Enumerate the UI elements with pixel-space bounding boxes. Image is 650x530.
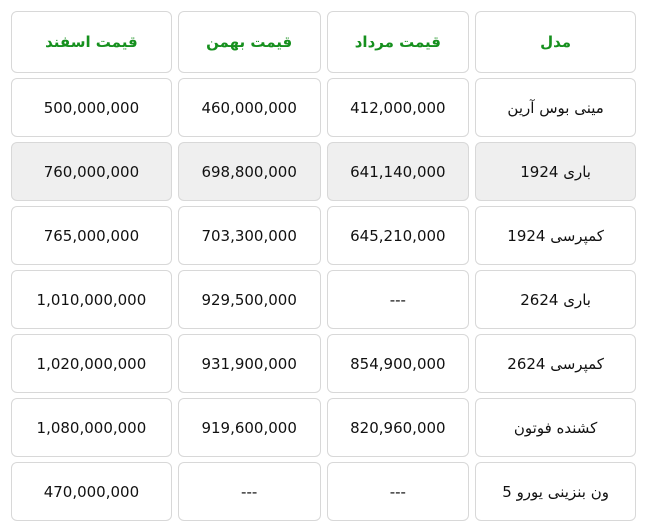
cell-esfand-price: 1,020,000,000 (11, 334, 172, 393)
cell-model: باری 1924 (475, 142, 636, 201)
cell-model: باری 2624 (475, 270, 636, 329)
cell-model: مینی بوس آرین (475, 78, 636, 137)
table-row: ون بنزینی یورو 5 --- --- 470,000,000 (11, 462, 636, 521)
cell-bahman-price: 703,300,000 (177, 206, 321, 265)
price-table-container: مدل قیمت مرداد قیمت بهمن قیمت اسفند مینی… (5, 6, 642, 526)
cell-model: ون بنزینی یورو 5 (475, 462, 636, 521)
table-row: کمپرسی 2624 854,900,000 931,900,000 1,02… (11, 334, 636, 393)
cell-model: کشنده فوتون (475, 398, 636, 457)
table-row: کشنده فوتون 820,960,000 919,600,000 1,08… (11, 398, 636, 457)
cell-mordad-price: --- (326, 270, 470, 329)
cell-mordad-price: 820,960,000 (326, 398, 470, 457)
cell-bahman-price: 929,500,000 (177, 270, 321, 329)
cell-mordad-price: 854,900,000 (326, 334, 470, 393)
cell-esfand-price: 765,000,000 (11, 206, 172, 265)
cell-mordad-price: 641,140,000 (326, 142, 470, 201)
table-row: مینی بوس آرین 412,000,000 460,000,000 50… (11, 78, 636, 137)
table-row: باری 2624 --- 929,500,000 1,010,000,000 (11, 270, 636, 329)
cell-mordad-price: 412,000,000 (326, 78, 470, 137)
cell-model: کمپرسی 2624 (475, 334, 636, 393)
table-row: کمپرسی 1924 645,210,000 703,300,000 765,… (11, 206, 636, 265)
header-esfand-price: قیمت اسفند (11, 11, 172, 73)
cell-bahman-price: 919,600,000 (177, 398, 321, 457)
cell-mordad-price: --- (326, 462, 470, 521)
header-bahman-price: قیمت بهمن (177, 11, 321, 73)
cell-model: کمپرسی 1924 (475, 206, 636, 265)
cell-bahman-price: 698,800,000 (177, 142, 321, 201)
header-model: مدل (475, 11, 636, 73)
cell-esfand-price: 470,000,000 (11, 462, 172, 521)
table-row: باری 1924 641,140,000 698,800,000 760,00… (11, 142, 636, 201)
cell-mordad-price: 645,210,000 (326, 206, 470, 265)
cell-esfand-price: 1,010,000,000 (11, 270, 172, 329)
header-mordad-price: قیمت مرداد (326, 11, 470, 73)
cell-bahman-price: --- (177, 462, 321, 521)
header-row: مدل قیمت مرداد قیمت بهمن قیمت اسفند (11, 11, 636, 73)
cell-esfand-price: 500,000,000 (11, 78, 172, 137)
cell-bahman-price: 931,900,000 (177, 334, 321, 393)
cell-esfand-price: 760,000,000 (11, 142, 172, 201)
cell-bahman-price: 460,000,000 (177, 78, 321, 137)
price-table: مدل قیمت مرداد قیمت بهمن قیمت اسفند مینی… (5, 6, 642, 526)
cell-esfand-price: 1,080,000,000 (11, 398, 172, 457)
